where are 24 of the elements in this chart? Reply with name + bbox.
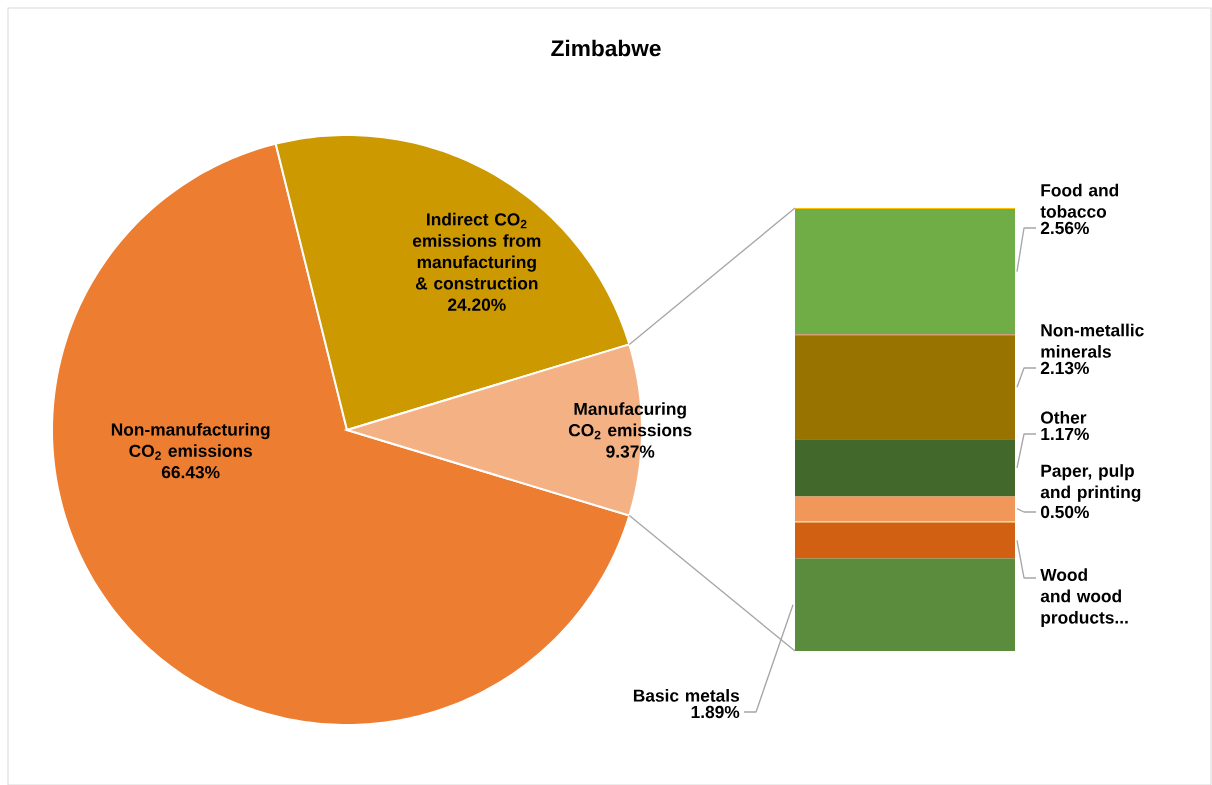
data-label: 0.50%: [1040, 505, 1089, 518]
data-label: 66.43%: [161, 465, 220, 479]
data-label: 2.56%: [1040, 221, 1089, 234]
chart-title: Zimbabwe: [551, 39, 661, 57]
slice-label: Indirect CO$_{2}$ emissions from manufacturing & construction: [412, 212, 541, 290]
data-label: 2.13%: [1040, 361, 1089, 374]
bar: [795, 439, 1016, 497]
data-label: 1.17%: [1041, 427, 1089, 440]
bar: [795, 522, 1016, 559]
data-label: 9.37%: [606, 445, 655, 458]
bar: [795, 558, 1016, 651]
slice-label: Manufacuring CO$_{2}$ emissions: [568, 402, 692, 439]
bar: [795, 208, 1016, 334]
series-label: Other: [1040, 410, 1087, 424]
data-label: 1.89%: [691, 705, 740, 718]
data-label: 24.20%: [448, 298, 506, 311]
bar: [795, 496, 1016, 521]
text: Basic metals: [633, 688, 740, 702]
bar: [795, 334, 1016, 440]
slice-label: Non-manufacturing CO$_{2}$ emissions: [111, 422, 270, 460]
series-label: Wood and wood products...: [1040, 568, 1128, 627]
series-label: Paper, pulp and printing: [1040, 463, 1141, 502]
series-label: Non-metallic minerals: [1041, 323, 1144, 358]
series-label: Food and tobacco: [1040, 183, 1119, 218]
